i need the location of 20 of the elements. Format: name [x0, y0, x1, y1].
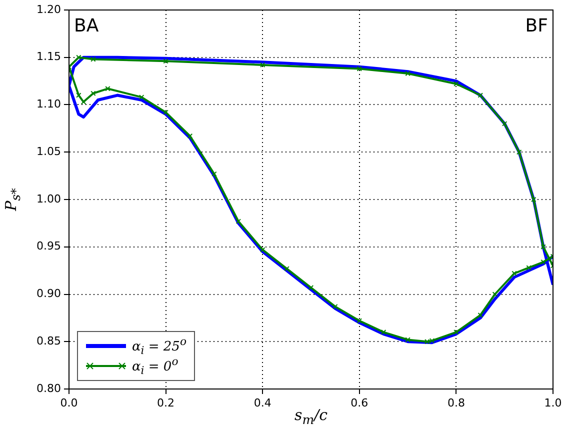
y-tick-label: 1.10: [36, 98, 61, 111]
annotation: BF: [525, 16, 548, 37]
x-tick-label: 0.2: [157, 396, 175, 410]
y-tick-label: 1.05: [36, 144, 61, 158]
x-axis-title: s$_{m}$/c: [294, 406, 328, 427]
x-tick-label: 0.0: [60, 396, 78, 410]
y-tick-label: 0.85: [36, 334, 61, 348]
annotation: BA: [74, 16, 100, 37]
legend-label: α$_{i}$ = 0$^{o}$: [132, 355, 178, 377]
x-tick-label: 1.0: [544, 396, 562, 410]
legend-label: α$_{i}$ = 25$^{o}$: [132, 335, 186, 357]
y-tick-label: 0.90: [36, 287, 61, 300]
y-tick-label: 0.95: [36, 240, 61, 253]
y-tick-label: 1.00: [36, 192, 61, 206]
x-tick-label: 0.8: [447, 396, 465, 410]
x-tick-label: 0.4: [254, 396, 272, 410]
y-tick-label: 1.20: [36, 2, 61, 16]
y-tick-label: 1.15: [36, 50, 61, 64]
y-tick-label: 0.80: [36, 382, 61, 395]
x-tick-label: 0.6: [350, 396, 368, 410]
